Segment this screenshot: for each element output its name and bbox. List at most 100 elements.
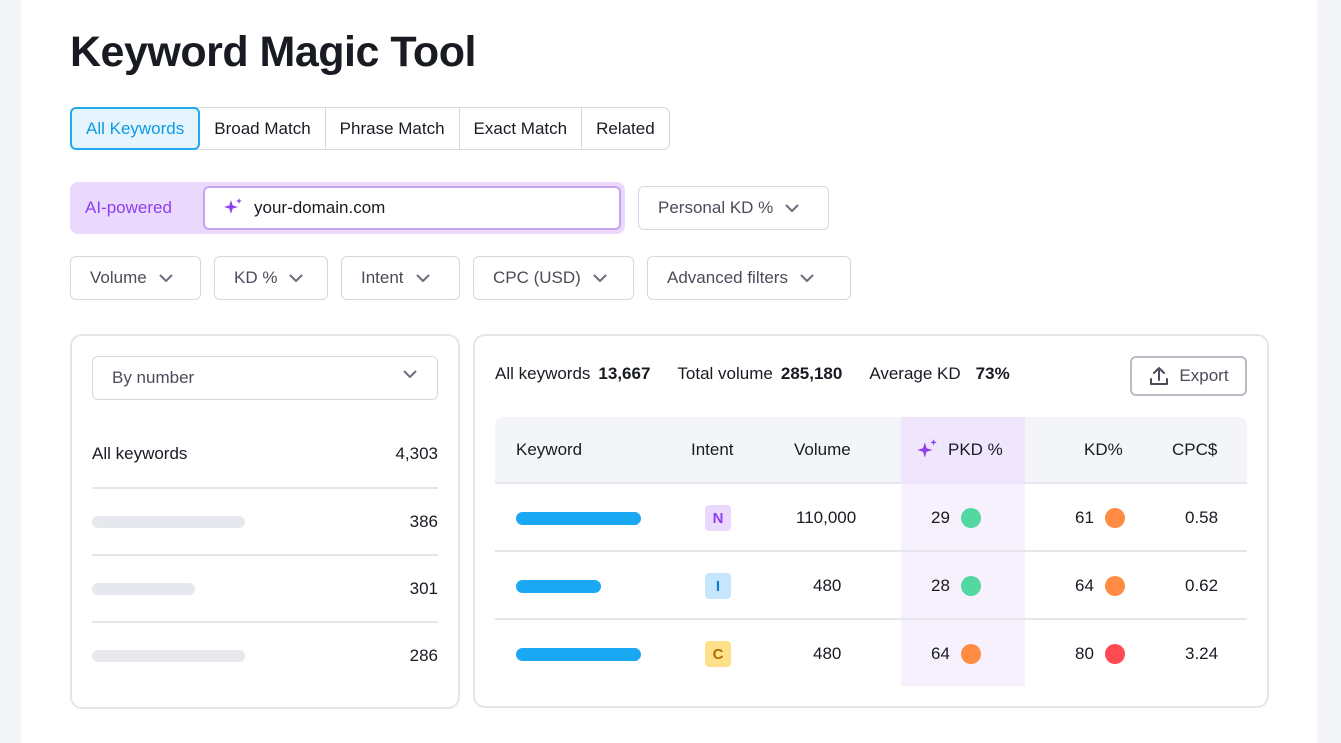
kd-filter[interactable]: KD % (214, 256, 328, 300)
main-card: Keyword Magic Tool All Keywords Broad Ma… (21, 0, 1317, 743)
chevron-down-icon (403, 370, 417, 379)
advanced-filters-label: Advanced filters (667, 268, 788, 287)
group-name-placeholder (92, 582, 195, 595)
ai-powered-search: AI-powered your-domain.com (70, 182, 625, 234)
sparkle-icon (915, 438, 939, 462)
match-tabs: All Keywords Broad Match Phrase Match Ex… (70, 107, 670, 150)
chevron-down-icon (593, 274, 607, 283)
export-label: Export (1179, 366, 1229, 385)
col-keyword[interactable]: Keyword (516, 440, 583, 459)
difficulty-dot (960, 576, 981, 596)
difficulty-dot (1104, 508, 1125, 528)
col-intent[interactable]: Intent (691, 440, 734, 459)
pkd-cell: 28 (931, 552, 981, 620)
col-kd[interactable]: KD% (1084, 440, 1123, 459)
difficulty-dot (1104, 576, 1125, 596)
col-pkd-label: PKD % (948, 440, 1003, 459)
intent-badge-commercial: C (705, 641, 731, 667)
intent-filter-label: Intent (361, 268, 404, 287)
intent-filter[interactable]: Intent (341, 256, 460, 300)
total-volume-label: Total volume (677, 364, 773, 383)
pkd-value: 28 (931, 576, 950, 595)
volume-value: 480 (813, 644, 842, 663)
kd-cell: 61 (1075, 484, 1125, 552)
cpc-value: 3.24 (1185, 644, 1219, 663)
cpc-filter-label: CPC (USD) (493, 268, 581, 287)
average-kd-label: Average KD (869, 364, 961, 383)
personal-kd-label: Personal KD % (658, 198, 774, 217)
table-header: Keyword Intent Volume KD% CPC$ (495, 417, 1247, 484)
chevron-down-icon (416, 274, 430, 283)
kd-value: 61 (1075, 508, 1094, 527)
sort-by-label: By number (112, 368, 195, 387)
sort-by-dropdown[interactable]: By number (92, 356, 438, 400)
advanced-filters[interactable]: Advanced filters (647, 256, 851, 300)
tab-related[interactable]: Related (596, 118, 655, 138)
cpc-value: 0.58 (1185, 508, 1219, 527)
domain-input-value: your-domain.com (254, 198, 386, 217)
difficulty-dot (1104, 644, 1125, 664)
difficulty-dot (960, 508, 981, 528)
table-row[interactable]: C 480 64 80 3.24 (495, 620, 1247, 688)
col-cpc[interactable]: CPC$ (1172, 440, 1218, 459)
keyword-placeholder-bar[interactable] (516, 579, 601, 593)
tab-broad-match[interactable]: Broad Match (200, 108, 326, 149)
chevron-down-icon (159, 274, 173, 283)
group-all-label: All keywords (92, 443, 188, 463)
group-all-keywords[interactable]: All keywords 4,303 (92, 420, 438, 487)
group-name-placeholder (92, 649, 245, 662)
chevron-down-icon (785, 204, 799, 213)
group-row[interactable]: 301 (92, 554, 438, 621)
group-row[interactable]: 386 (92, 487, 438, 554)
kd-cell: 64 (1075, 552, 1125, 620)
kd-cell: 80 (1075, 620, 1125, 688)
volume-value: 480 (813, 576, 842, 595)
table-row[interactable]: I 480 28 64 0.62 (495, 552, 1247, 620)
cpc-filter[interactable]: CPC (USD) (473, 256, 634, 300)
chevron-down-icon (800, 274, 814, 283)
summary-stats: All keywords 13,667 Total volume 285,180… (495, 364, 1037, 384)
pkd-cell: 64 (931, 620, 981, 688)
group-all-count: 4,303 (395, 443, 438, 463)
col-pkd[interactable]: PKD % (901, 417, 1025, 484)
group-count: 301 (409, 578, 438, 598)
ai-powered-label: AI-powered (85, 198, 172, 217)
group-count: 286 (409, 645, 438, 665)
page-title: Keyword Magic Tool (70, 28, 476, 76)
table-row[interactable]: N 110,000 29 61 0.58 (495, 484, 1247, 552)
pkd-value: 64 (931, 644, 950, 663)
intent-badge-informational: I (705, 573, 731, 599)
keyword-placeholder-bar[interactable] (516, 511, 641, 525)
total-volume-value: 285,180 (780, 364, 843, 383)
difficulty-dot (960, 644, 981, 664)
volume-filter-label: Volume (90, 268, 147, 287)
all-keywords-value: 13,667 (598, 364, 651, 383)
pkd-cell: 29 (931, 484, 981, 552)
tab-exact-match[interactable]: Exact Match (460, 108, 583, 149)
export-button[interactable]: Export (1130, 356, 1247, 396)
keywords-table-panel: All keywords 13,667 Total volume 285,180… (473, 334, 1269, 708)
col-volume[interactable]: Volume (794, 440, 851, 459)
kd-value: 64 (1075, 576, 1094, 595)
keyword-groups-panel: By number All keywords 4,303 386 301 286 (70, 334, 460, 709)
kd-value: 80 (1075, 644, 1094, 663)
group-row[interactable]: 286 (92, 621, 438, 688)
chevron-down-icon (289, 274, 303, 283)
tab-all-keywords[interactable]: All Keywords (70, 107, 201, 150)
group-name-placeholder (92, 515, 245, 528)
all-keywords-label: All keywords (495, 364, 591, 383)
volume-filter[interactable]: Volume (70, 256, 201, 300)
cpc-value: 0.62 (1185, 576, 1219, 595)
personal-kd-dropdown[interactable]: Personal KD % (638, 186, 829, 230)
domain-input[interactable]: your-domain.com (203, 186, 621, 230)
volume-value: 110,000 (796, 508, 857, 527)
sparkle-icon (222, 197, 244, 219)
average-kd-value: 73% (975, 364, 1010, 383)
keyword-placeholder-bar[interactable] (516, 647, 641, 661)
intent-badge-navigational: N (705, 505, 731, 531)
kd-filter-label: KD % (234, 268, 278, 287)
upload-icon (1148, 365, 1170, 387)
pkd-value: 29 (931, 508, 950, 527)
group-count: 386 (409, 511, 438, 531)
tab-phrase-match[interactable]: Phrase Match (326, 108, 460, 149)
